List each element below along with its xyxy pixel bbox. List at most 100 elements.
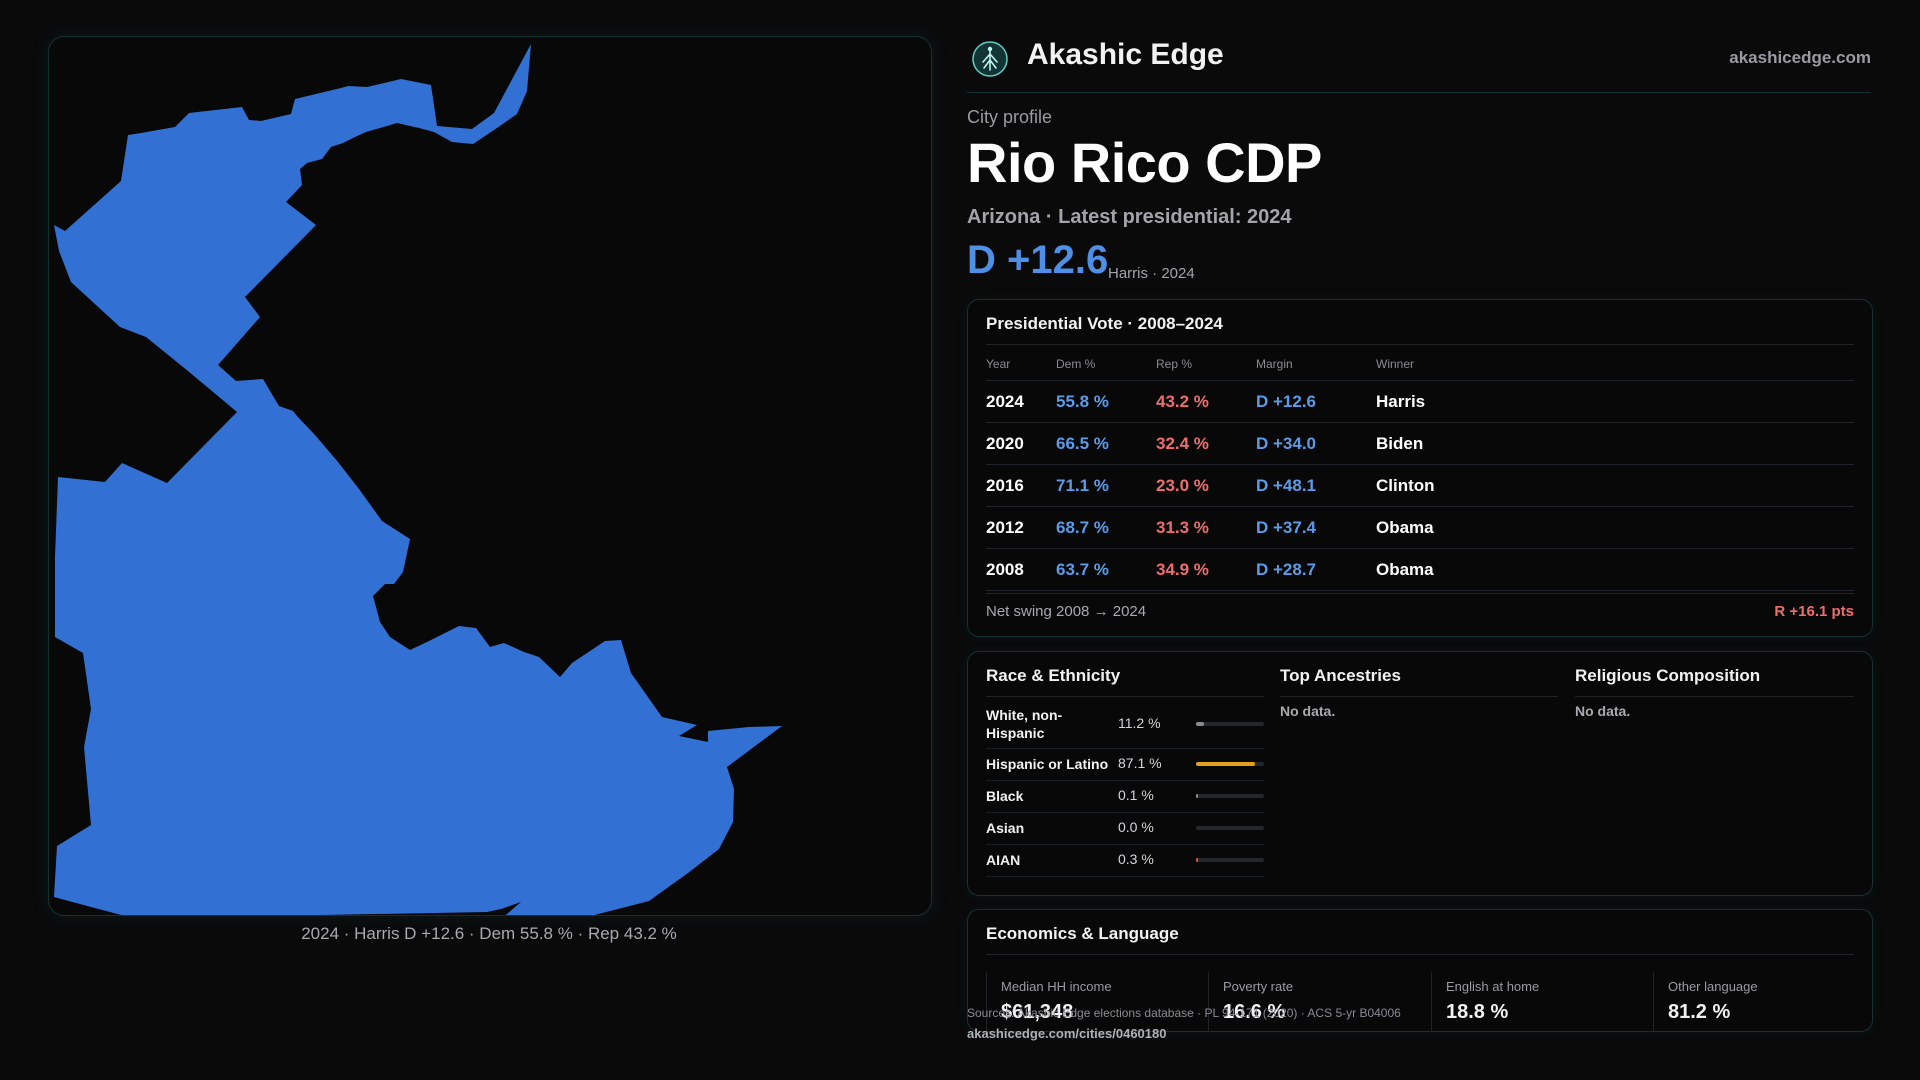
card-title: Economics & Language bbox=[986, 924, 1179, 943]
dem-cell: 55.8 % bbox=[1056, 380, 1156, 423]
rep-cell: 23.0 % bbox=[1156, 464, 1256, 507]
dem-cell: 68.7 % bbox=[1056, 506, 1156, 549]
margin-cell: D +34.0 bbox=[1256, 422, 1376, 465]
race-row: Hispanic or Latino 87.1 % bbox=[986, 748, 1264, 781]
stat-value: $61,348 bbox=[1001, 1001, 1074, 1023]
map-panel bbox=[48, 36, 932, 916]
brand-name[interactable]: Akashic Edge bbox=[1027, 38, 1224, 71]
column-header-year: Year bbox=[986, 348, 1056, 381]
race-bar-fill bbox=[1196, 794, 1198, 798]
table-row: 2008 63.7 % 34.9 % D +28.7 Obama bbox=[986, 548, 1854, 591]
race-label: AIAN bbox=[986, 852, 1021, 868]
city-boundary-shape[interactable] bbox=[54, 44, 782, 915]
winner-cell: Obama bbox=[1376, 506, 1854, 549]
margin-cell: D +37.4 bbox=[1256, 506, 1376, 549]
religion-empty-text: No data. bbox=[1575, 703, 1631, 719]
card-title: Presidential Vote · 2008–2024 bbox=[986, 314, 1223, 333]
race-label: White, non-Hispanic bbox=[986, 707, 1063, 741]
other-language-cell: Other language 81.2 % bbox=[1653, 972, 1868, 1032]
year-cell: 2024 bbox=[986, 380, 1056, 423]
winner-cell: Obama bbox=[1376, 548, 1854, 591]
economics-card: Economics & Language Median HH income $6… bbox=[967, 909, 1873, 1032]
race-bar-fill bbox=[1196, 762, 1256, 766]
table-header-row: Year Dem % Rep % Margin Winner bbox=[986, 348, 1854, 381]
race-label: Black bbox=[986, 788, 1024, 804]
race-bar bbox=[1196, 826, 1264, 830]
vote-table: Year Dem % Rep % Margin Winner 2024 55.8… bbox=[986, 348, 1854, 591]
race-percent: 0.3 % bbox=[1118, 851, 1154, 867]
race-percent: 11.2 % bbox=[1118, 715, 1161, 731]
race-label: Asian bbox=[986, 820, 1025, 836]
race-row: AIAN 0.3 % bbox=[986, 844, 1264, 877]
ancestries-title: Top Ancestries bbox=[1280, 666, 1401, 685]
year-cell: 2012 bbox=[986, 506, 1056, 549]
poverty-rate-cell: Poverty rate 16.6 % bbox=[1208, 972, 1431, 1032]
net-swing-value: R +16.1 pts bbox=[1774, 603, 1854, 620]
race-bar bbox=[1196, 794, 1264, 798]
divider bbox=[1575, 696, 1854, 697]
header: Akashic Edge akashicedge.com bbox=[967, 36, 1871, 93]
tree-of-life-icon[interactable] bbox=[971, 40, 1009, 78]
median-income-cell: Median HH income $61,348 bbox=[986, 972, 1209, 1032]
race-percent: 87.1 % bbox=[1118, 755, 1162, 771]
column-header-margin: Margin bbox=[1256, 348, 1376, 381]
map-caption: 2024 · Harris D +12.6 · Dem 55.8 % · Rep… bbox=[301, 924, 677, 943]
latest-margin-detail: Harris · 2024 bbox=[1108, 265, 1195, 282]
rep-cell: 34.9 % bbox=[1156, 548, 1256, 591]
year-cell: 2016 bbox=[986, 464, 1056, 507]
winner-cell: Clinton bbox=[1376, 464, 1854, 507]
race-percent: 0.1 % bbox=[1118, 787, 1154, 803]
table-row: 2020 66.5 % 32.4 % D +34.0 Biden bbox=[986, 422, 1854, 465]
sources-note: Sources: Akashic Edge elections database… bbox=[967, 1006, 1401, 1020]
ancestries-empty-text: No data. bbox=[1280, 703, 1336, 719]
stat-label: Median HH income bbox=[1001, 979, 1112, 994]
net-swing-label: Net swing 2008 → 2024 bbox=[986, 603, 1147, 620]
divider bbox=[986, 593, 1854, 594]
race-label: Hispanic or Latino bbox=[986, 756, 1109, 772]
stat-value: 81.2 % bbox=[1668, 1001, 1731, 1023]
race-row: Black 0.1 % bbox=[986, 780, 1264, 813]
page-title: Rio Rico CDP bbox=[967, 131, 1322, 194]
race-ethnicity-title: Race & Ethnicity bbox=[986, 666, 1121, 685]
table-row: 2016 71.1 % 23.0 % D +48.1 Clinton bbox=[986, 464, 1854, 507]
race-row: Asian 0.0 % bbox=[986, 812, 1264, 845]
margin-cell: D +28.7 bbox=[1256, 548, 1376, 591]
table-row: 2012 68.7 % 31.3 % D +37.4 Obama bbox=[986, 506, 1854, 549]
rep-cell: 31.3 % bbox=[1156, 506, 1256, 549]
english-at-home-cell: English at home 18.8 % bbox=[1431, 972, 1654, 1032]
divider bbox=[986, 954, 1854, 955]
dem-cell: 63.7 % bbox=[1056, 548, 1156, 591]
page-subtitle: Arizona · Latest presidential: 2024 bbox=[967, 206, 1292, 228]
dem-cell: 71.1 % bbox=[1056, 464, 1156, 507]
rep-cell: 32.4 % bbox=[1156, 422, 1256, 465]
rep-cell: 43.2 % bbox=[1156, 380, 1256, 423]
stat-label: Poverty rate bbox=[1223, 979, 1294, 994]
race-bar bbox=[1196, 722, 1264, 726]
presidential-vote-card: Presidential Vote · 2008–2024 Year Dem %… bbox=[967, 299, 1873, 637]
race-percent: 0.0 % bbox=[1118, 819, 1154, 835]
divider bbox=[986, 696, 1264, 697]
race-bar-fill bbox=[1196, 858, 1198, 862]
year-cell: 2020 bbox=[986, 422, 1056, 465]
divider bbox=[986, 344, 1854, 345]
stat-label: English at home bbox=[1446, 979, 1540, 994]
stat-value: 18.8 % bbox=[1446, 1001, 1509, 1023]
race-bar-fill bbox=[1196, 722, 1204, 726]
stat-label: Other language bbox=[1668, 979, 1758, 994]
winner-cell: Harris bbox=[1376, 380, 1854, 423]
demographics-card: Race & Ethnicity White, non-Hispanic 11.… bbox=[967, 651, 1873, 896]
site-link[interactable]: akashicedge.com bbox=[1729, 48, 1871, 67]
race-bar bbox=[1196, 858, 1264, 862]
column-header-dem: Dem % bbox=[1056, 348, 1156, 381]
race-bar bbox=[1196, 762, 1264, 766]
permalink[interactable]: akashicedge.com/cities/0460180 bbox=[967, 1026, 1167, 1041]
stat-value: 16.6 % bbox=[1223, 1001, 1286, 1023]
winner-cell: Biden bbox=[1376, 422, 1854, 465]
religion-title: Religious Composition bbox=[1575, 666, 1761, 685]
margin-cell: D +12.6 bbox=[1256, 380, 1376, 423]
page-eyebrow: City profile bbox=[967, 107, 1053, 127]
latest-margin: D +12.6 bbox=[967, 238, 1109, 282]
table-row: 2024 55.8 % 43.2 % D +12.6 Harris bbox=[986, 380, 1854, 423]
year-cell: 2008 bbox=[986, 548, 1056, 591]
column-header-winner: Winner bbox=[1376, 348, 1854, 381]
